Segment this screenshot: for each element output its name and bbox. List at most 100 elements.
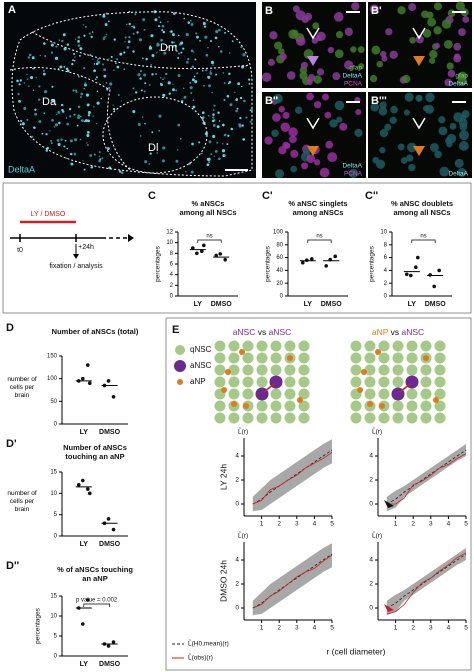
stain-label: DeltaA [448, 171, 468, 178]
cell [171, 33, 175, 37]
anp-cell [221, 387, 227, 393]
cell [249, 109, 251, 112]
cell [223, 99, 225, 101]
cell [98, 155, 100, 157]
cell [73, 53, 76, 56]
cell [83, 120, 86, 123]
cell [104, 23, 108, 26]
cell [449, 122, 457, 130]
cell [83, 168, 86, 171]
qnsc-cell [228, 340, 240, 352]
cell [151, 131, 154, 134]
cell [296, 36, 306, 46]
cell [421, 10, 429, 19]
cell [66, 43, 70, 46]
qnsc-cell [298, 400, 310, 412]
cell [455, 1, 465, 11]
y-tick-label: 2 [170, 283, 174, 289]
cell [447, 9, 456, 18]
cell [221, 149, 226, 153]
cell [384, 123, 392, 131]
data-point [428, 273, 433, 277]
y-axis-label: percentages [265, 245, 272, 282]
cell [28, 53, 32, 57]
cell [402, 74, 411, 84]
cell [116, 58, 118, 60]
cell [224, 31, 226, 34]
cell [187, 57, 190, 61]
cell [351, 2, 360, 11]
qnsc-cell [378, 388, 390, 400]
panel-label: A [8, 4, 16, 16]
cell [439, 166, 450, 177]
cell [132, 32, 135, 35]
cell [150, 63, 153, 66]
cell [74, 138, 78, 142]
cell [50, 140, 52, 142]
cell [148, 46, 153, 50]
cell [93, 106, 95, 108]
cell [218, 28, 221, 32]
cell [272, 113, 281, 122]
cell [149, 152, 152, 155]
y-tick-label: 2 [235, 477, 239, 484]
cell [53, 126, 56, 128]
qnsc-cell [298, 340, 310, 352]
cell [422, 29, 432, 38]
y-tick-label: 40 [276, 268, 283, 274]
cell [354, 128, 363, 137]
qnsc-cell [242, 364, 254, 376]
cell [329, 119, 338, 128]
scheme-title-part: aNP [372, 327, 389, 337]
y-tick-label: 2 [369, 477, 373, 484]
data-point [195, 251, 199, 256]
cell [301, 162, 309, 170]
cell [433, 26, 442, 35]
data-point [405, 272, 409, 277]
cell [269, 31, 278, 40]
cell [238, 124, 242, 128]
panel-label: D'' [6, 560, 20, 572]
cell [148, 163, 151, 165]
qnsc-cell [378, 376, 390, 388]
qnsc-cell [256, 352, 268, 364]
cell [139, 135, 142, 137]
cell [284, 142, 291, 149]
cell [170, 30, 173, 33]
cell [227, 82, 230, 85]
cell [167, 81, 171, 85]
stain-label: gfap [349, 65, 362, 72]
cell [139, 77, 142, 80]
cell [101, 157, 104, 160]
arrowhead [413, 146, 425, 156]
cell [103, 74, 107, 78]
y-tick-label: 5 [54, 512, 58, 518]
cell [93, 63, 96, 65]
cell [50, 43, 54, 47]
cell [55, 45, 58, 48]
qnsc-cell [420, 364, 432, 376]
cell [217, 111, 220, 114]
x-tick-label: 1 [394, 521, 398, 528]
cell [167, 20, 169, 23]
cell [160, 38, 163, 42]
anp-cell [225, 369, 231, 375]
legend-label: L̂(obs)(r) [188, 654, 213, 662]
qnsc-cell [392, 376, 404, 388]
cell [38, 85, 41, 88]
anp-cell [297, 397, 303, 403]
cell [280, 122, 290, 132]
cell [96, 101, 100, 105]
cell [113, 38, 116, 41]
data-point [414, 265, 418, 270]
x-tick-label: 5 [330, 521, 334, 528]
cell [433, 42, 440, 49]
cell [239, 96, 243, 100]
cell [136, 31, 139, 34]
cell [132, 110, 136, 114]
qnsc-cell [420, 412, 432, 424]
data-point [111, 640, 116, 644]
cell [369, 4, 380, 14]
cell [408, 163, 416, 172]
cell [180, 51, 183, 54]
